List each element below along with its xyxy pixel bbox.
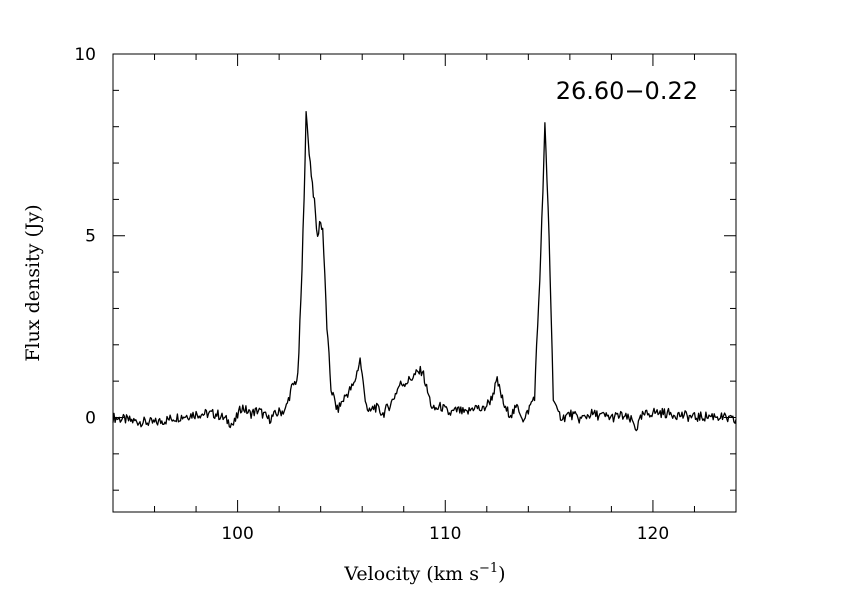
spectrum-line (112, 111, 737, 432)
axis-ticks (112, 53, 737, 512)
tick-labels: 100 110 120 0 5 10 (74, 45, 669, 544)
x-tick-label: 110 (429, 524, 461, 544)
y-tick-label: 0 (85, 408, 96, 428)
y-axis-label: Flux density (Jy) (22, 204, 44, 361)
plot-frame (112, 53, 737, 513)
y-tick-label: 10 (74, 45, 96, 65)
x-axis-label: Velocity (km s−1) (343, 561, 505, 585)
x-tick-label: 100 (221, 524, 253, 544)
x-tick-label: 120 (637, 524, 669, 544)
y-tick-label: 5 (85, 227, 96, 247)
source-label: 26.60−0.22 (556, 77, 698, 105)
